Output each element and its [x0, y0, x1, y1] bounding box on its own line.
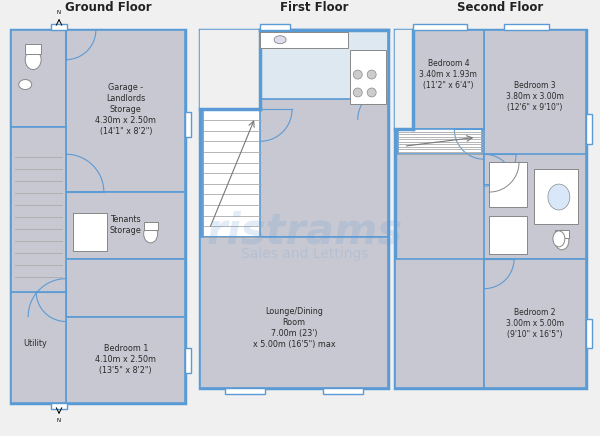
Ellipse shape — [353, 70, 362, 79]
Bar — [489, 216, 527, 254]
Bar — [555, 230, 569, 238]
Bar — [350, 50, 386, 105]
Bar — [489, 162, 527, 207]
Bar — [200, 30, 388, 388]
Bar — [534, 169, 578, 224]
Bar — [226, 388, 265, 394]
Bar — [200, 237, 388, 388]
Ellipse shape — [353, 88, 362, 97]
Bar — [11, 30, 66, 127]
Text: Lounge/Dining
Room
7.00m (23')
x 5.00m (16'5") max: Lounge/Dining Room 7.00m (23') x 5.00m (… — [253, 307, 335, 349]
Text: Bedroom 1
4.10m x 2.50m
(13'5" x 8'2"): Bedroom 1 4.10m x 2.50m (13'5" x 8'2") — [95, 344, 156, 375]
Bar — [395, 30, 586, 388]
Ellipse shape — [367, 70, 376, 79]
Bar — [51, 403, 67, 409]
Bar — [51, 24, 67, 30]
Text: Utility: Utility — [23, 339, 47, 348]
Bar — [66, 30, 185, 192]
Bar — [200, 30, 260, 109]
Ellipse shape — [143, 225, 158, 243]
Text: Bedroom 2
3.00m x 5.00m
(9'10" x 16'5"): Bedroom 2 3.00m x 5.00m (9'10" x 16'5") — [506, 308, 564, 339]
Bar — [586, 114, 592, 144]
Text: N: N — [57, 10, 61, 15]
Bar — [395, 30, 413, 129]
Bar — [185, 112, 191, 137]
Text: Tenants
Storage: Tenants Storage — [110, 215, 142, 235]
Bar — [260, 30, 388, 109]
Bar — [73, 213, 107, 251]
Bar — [484, 259, 586, 388]
Bar — [504, 24, 549, 30]
Bar — [25, 44, 41, 54]
Bar — [395, 30, 484, 129]
Text: ristrams: ristrams — [207, 211, 403, 253]
Text: Bedroom 4
3.40m x 1.93m
(11'2" x 6'4"): Bedroom 4 3.40m x 1.93m (11'2" x 6'4") — [419, 59, 477, 90]
Bar — [11, 127, 66, 292]
Bar — [484, 154, 586, 259]
Bar — [586, 319, 592, 348]
Bar — [66, 192, 185, 259]
Ellipse shape — [19, 79, 32, 89]
Ellipse shape — [548, 184, 570, 210]
Ellipse shape — [553, 231, 565, 247]
Bar — [11, 30, 185, 403]
Bar — [398, 129, 482, 154]
Bar — [11, 292, 66, 403]
Bar — [66, 259, 185, 317]
Bar — [395, 259, 484, 388]
Bar — [260, 32, 348, 48]
Bar — [66, 317, 185, 403]
Text: First Floor: First Floor — [280, 1, 348, 14]
Ellipse shape — [367, 88, 376, 97]
Bar — [260, 24, 290, 30]
Bar — [143, 222, 158, 230]
Bar — [260, 99, 388, 237]
Text: N: N — [57, 418, 61, 423]
Ellipse shape — [25, 50, 41, 70]
Text: Garage -
Landlords
Storage
4.30m x 2.50m
(14'1" x 8'2"): Garage - Landlords Storage 4.30m x 2.50m… — [95, 83, 156, 136]
Ellipse shape — [274, 36, 286, 44]
Text: Ground Floor: Ground Floor — [65, 1, 151, 14]
Text: Second Floor: Second Floor — [457, 1, 543, 14]
Bar — [413, 24, 467, 30]
Bar — [203, 109, 261, 237]
Text: Bedroom 3
3.80m x 3.00m
(12'6" x 9'10"): Bedroom 3 3.80m x 3.00m (12'6" x 9'10") — [506, 81, 564, 112]
Bar — [185, 348, 191, 373]
Bar — [413, 30, 484, 129]
Ellipse shape — [555, 232, 569, 250]
Bar — [484, 30, 586, 184]
Text: Sales and Lettings: Sales and Lettings — [241, 247, 369, 261]
Bar — [323, 388, 363, 394]
